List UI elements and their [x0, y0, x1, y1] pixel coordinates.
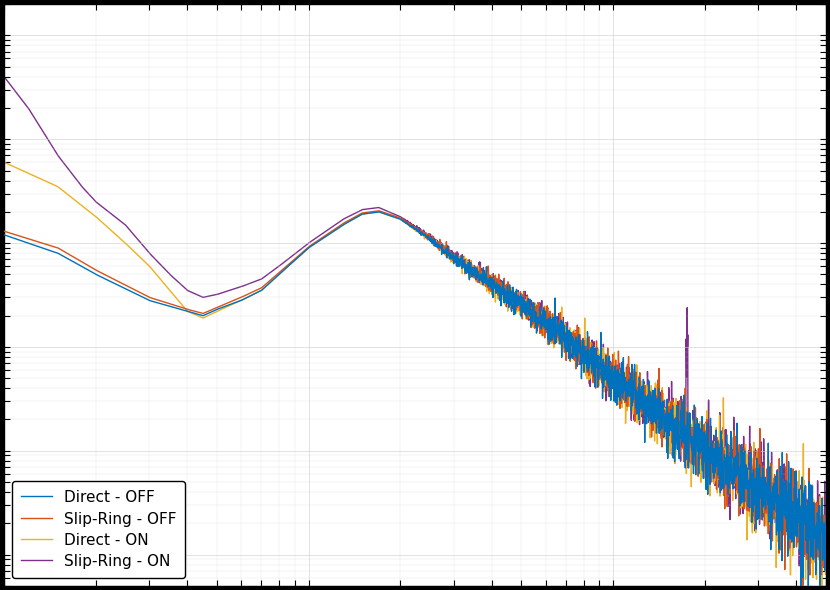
Direct - ON: [93, 215, 103, 222]
Direct - ON: [0, 159, 9, 166]
Slip-Ring - OFF: [93, 267, 103, 274]
Slip-Ring - ON: [805, 558, 815, 565]
Slip-Ring - OFF: [798, 588, 808, 590]
Slip-Ring - ON: [716, 452, 726, 459]
Legend: Direct - OFF, Slip-Ring - OFF, Direct - ON, Slip-Ring - ON: Direct - OFF, Slip-Ring - OFF, Direct - …: [12, 481, 185, 578]
Direct - OFF: [142, 296, 152, 303]
Direct - ON: [805, 539, 815, 546]
Direct - ON: [716, 463, 726, 470]
Slip-Ring - ON: [93, 200, 103, 207]
Direct - ON: [142, 260, 152, 267]
Slip-Ring - ON: [817, 575, 827, 582]
Slip-Ring - OFF: [315, 236, 325, 243]
Slip-Ring - ON: [315, 232, 325, 240]
Line: Slip-Ring - OFF: Slip-Ring - OFF: [4, 211, 826, 590]
Slip-Ring - ON: [350, 210, 360, 217]
Direct - OFF: [805, 518, 815, 525]
Slip-Ring - ON: [0, 73, 9, 80]
Direct - OFF: [374, 208, 383, 215]
Direct - ON: [350, 215, 360, 222]
Slip-Ring - ON: [821, 490, 830, 497]
Direct - ON: [315, 237, 325, 244]
Slip-Ring - ON: [142, 247, 152, 254]
Slip-Ring - OFF: [716, 451, 726, 458]
Direct - OFF: [350, 215, 360, 222]
Slip-Ring - OFF: [374, 207, 383, 214]
Direct - OFF: [93, 272, 103, 279]
Direct - OFF: [0, 231, 9, 238]
Slip-Ring - OFF: [350, 214, 360, 221]
Direct - ON: [817, 585, 827, 590]
Direct - ON: [821, 562, 830, 569]
Slip-Ring - OFF: [821, 546, 830, 553]
Direct - OFF: [815, 588, 825, 590]
Direct - OFF: [315, 237, 325, 244]
Slip-Ring - OFF: [142, 293, 152, 300]
Direct - OFF: [716, 484, 726, 491]
Slip-Ring - OFF: [805, 538, 815, 545]
Direct - OFF: [821, 515, 830, 522]
Line: Slip-Ring - ON: Slip-Ring - ON: [4, 77, 826, 578]
Line: Direct - ON: Direct - ON: [4, 162, 826, 588]
Line: Direct - OFF: Direct - OFF: [4, 212, 826, 590]
Slip-Ring - OFF: [0, 228, 9, 235]
